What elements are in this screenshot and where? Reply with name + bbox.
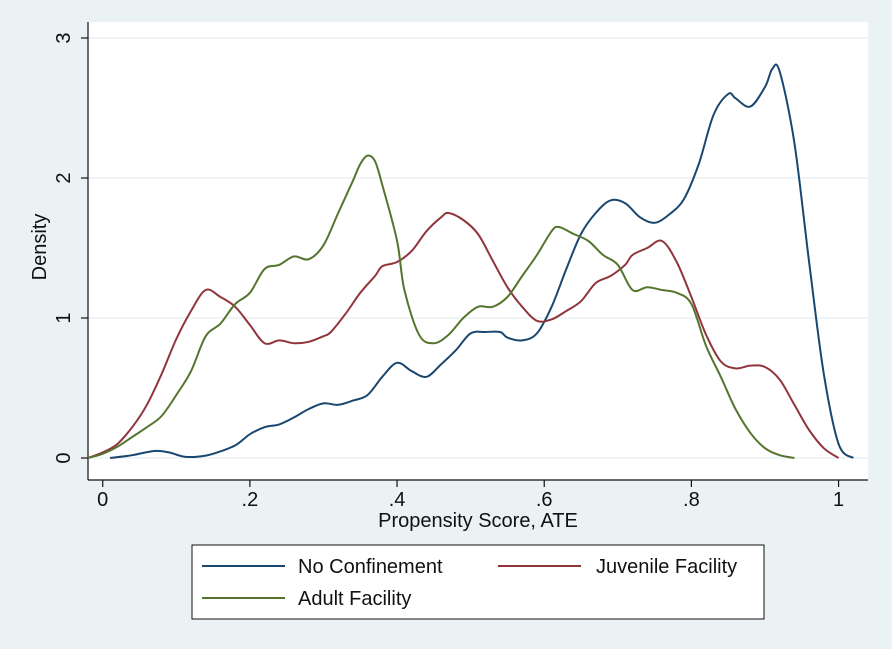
x-tick-label: 1 <box>833 489 844 511</box>
y-tick-label: 0 <box>53 452 75 463</box>
x-tick-label: .2 <box>242 489 259 511</box>
legend-label-adult-facility: Adult Facility <box>298 588 411 610</box>
x-tick-label: 0 <box>97 489 108 511</box>
series-line-juvenile-facility <box>87 211 840 459</box>
y-tick-label: 2 <box>53 172 75 183</box>
series-line-adult-facility <box>87 154 795 459</box>
legend-box <box>191 544 765 620</box>
series-line-no-confinement <box>109 63 854 459</box>
x-tick-label: .4 <box>389 489 406 511</box>
y-tick-label: 1 <box>53 312 75 323</box>
x-tick-label: .6 <box>536 489 553 511</box>
axis-ticks: 0 1 2 3 0 .2 .4 .6 .8 1 <box>53 32 844 511</box>
x-axis-title: Propensity Score, ATE <box>378 510 578 532</box>
series-lines <box>87 63 854 459</box>
legend-label-juvenile-facility: Juvenile Facility <box>596 556 737 578</box>
y-tick-label: 3 <box>53 32 75 43</box>
plot-area <box>88 22 868 480</box>
legend-label-no-confinement: No Confinement <box>298 556 443 578</box>
legend: No Confinement Juvenile Facility Adult F… <box>191 544 765 620</box>
grid-lines <box>88 37 868 459</box>
y-axis-title: Density <box>29 214 51 281</box>
x-tick-label: .8 <box>683 489 700 511</box>
